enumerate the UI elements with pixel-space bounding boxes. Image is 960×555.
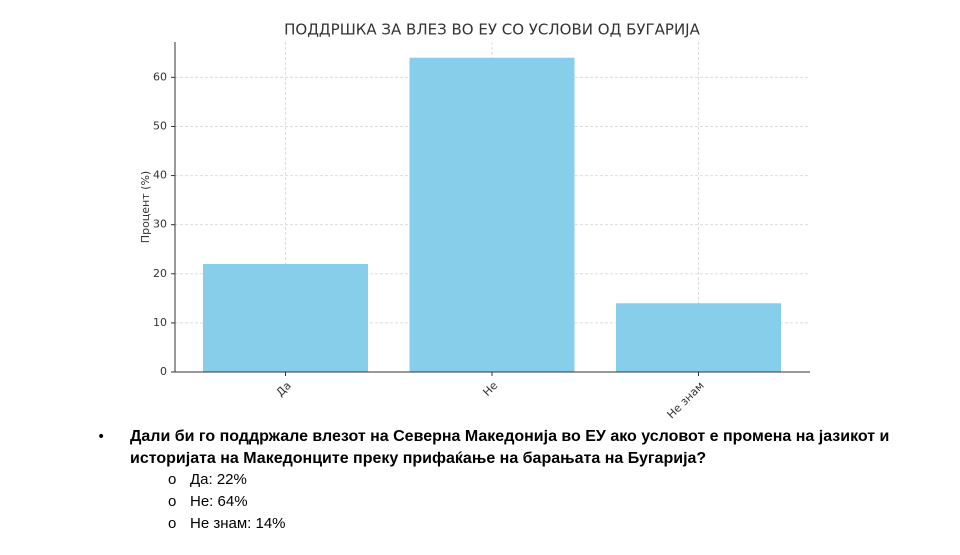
chart: ПОДДРШКА ЗА ВЛЕЗ ВО ЕУ СО УСЛОВИ ОД БУГА…: [139, 21, 810, 420]
y-tick-label: 20: [153, 267, 167, 280]
bar: [409, 57, 575, 372]
sub-bullet: o: [168, 493, 177, 510]
answer-text: Не знам: 14%: [190, 515, 286, 532]
y-tick-label: 10: [153, 316, 167, 329]
answer-text: Да: 22%: [190, 471, 247, 488]
y-axis-label: Процент (%): [139, 171, 152, 243]
answer-text: Не: 64%: [190, 493, 248, 510]
x-tick-label: Не знам: [665, 379, 707, 420]
chart-title: ПОДДРШКА ЗА ВЛЕЗ ВО ЕУ СО УСЛОВИ ОД БУГА…: [284, 21, 700, 39]
y-tick-label: 60: [153, 70, 167, 83]
x-tick-label: Да: [274, 379, 294, 399]
answer: o Да: 22%: [168, 471, 247, 488]
bullet: •: [97, 429, 106, 445]
y-tick-label: 40: [153, 169, 167, 182]
bar: [616, 303, 781, 372]
y-tick-label: 50: [153, 119, 167, 132]
y-tick-label: 0: [160, 365, 167, 378]
sub-bullet: o: [168, 515, 177, 532]
answer: o Не: 64%: [168, 493, 248, 510]
bar: [203, 263, 368, 372]
question: Дали би го поддржале влезот на Северна М…: [130, 428, 890, 467]
sub-bullet: o: [168, 471, 177, 488]
answer: o Не знам: 14%: [168, 515, 286, 532]
y-tick-label: 30: [153, 218, 167, 231]
x-tick-label: Не: [480, 379, 500, 399]
